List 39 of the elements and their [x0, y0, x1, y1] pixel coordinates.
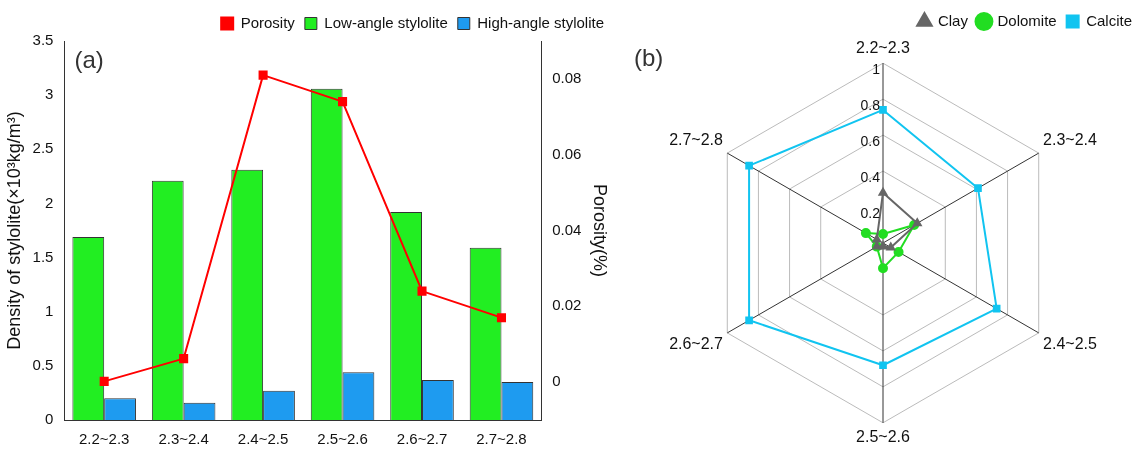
legend-label: High-angle stylolite: [477, 13, 604, 31]
x-tick-label: 2.2~2.3: [78, 430, 130, 448]
y-tick-label: 3: [45, 85, 54, 103]
spoke-label: 2.4~2.5: [1043, 335, 1097, 353]
y-tick-label: 1.5: [32, 247, 54, 265]
legend-label: Dolomite: [997, 11, 1057, 29]
x-tick-label: 2.7~2.8: [476, 430, 527, 448]
y-tick-label: 2: [45, 193, 54, 211]
spoke-label: 2.3~2.4: [1043, 131, 1097, 149]
y-tick-label: 1: [872, 61, 881, 78]
y2-tick-label: 0.04: [552, 220, 582, 238]
legend-label: Clay: [937, 11, 969, 29]
y-tick-label: 0.8: [860, 97, 881, 114]
x-tick-label: 2.6~2.7: [396, 430, 448, 448]
chart-title: (a): [74, 45, 104, 73]
y2-tick-label: 0.06: [552, 144, 582, 162]
x-tick-label: 2.4~2.5: [237, 430, 289, 448]
y-tick-label: 0: [45, 410, 54, 428]
x-tick-label: 2.5~2.6: [317, 430, 368, 448]
y2-tick-label: 0.08: [552, 69, 582, 87]
y-axis-title: Density of stylolite(×10³kg/m³): [3, 111, 24, 350]
text: (b): [634, 43, 664, 71]
legend-label: Calcite: [1086, 11, 1133, 29]
y2-tick-label: 0: [552, 372, 561, 390]
spoke-label: 2.6~2.7: [669, 335, 724, 353]
y-tick-label: 0.2: [860, 204, 881, 221]
y-tick-label: 0.5: [32, 356, 54, 373]
y-tick-label: 0.6: [860, 132, 881, 149]
y2-axis-title: Porosity(%): [590, 183, 611, 278]
spoke-label: 2.7~2.8: [669, 131, 724, 149]
y-tick-label: 3.5: [32, 31, 54, 49]
legend-label: Low-angle stylolite: [324, 13, 448, 31]
y2-tick-label: 0.02: [552, 296, 582, 314]
spoke-label: 2.2~2.3: [856, 39, 911, 57]
legend-label: Porosity: [240, 13, 296, 31]
y-tick-label: 0.4: [860, 168, 881, 185]
y-tick-label: 1: [45, 301, 54, 319]
x-tick-label: 2.3~2.4: [158, 430, 209, 448]
y-tick-label: 2.5: [32, 139, 54, 157]
